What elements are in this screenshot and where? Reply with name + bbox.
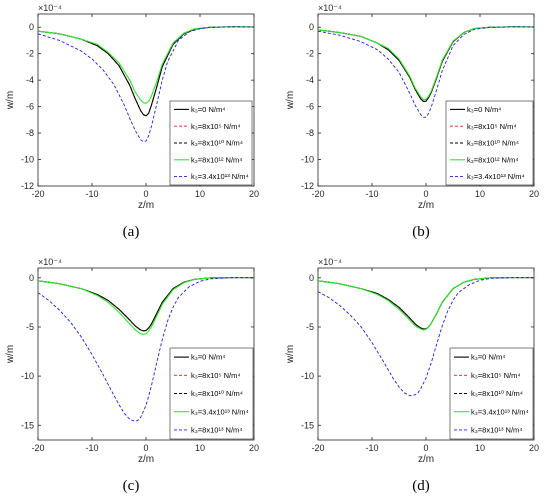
legend-entry: k₃=8x10¹² N/m⁴ xyxy=(191,155,243,164)
x-tick-label: 10 xyxy=(475,443,485,453)
chart-panel-1: -20 -10 0 10 20-12-10-8-6-4-20z/mw/m×10⁻⁴k₃=… xyxy=(5,3,259,240)
y-tick-label: -15 xyxy=(21,420,34,430)
panel-label: (b) xyxy=(412,224,430,240)
y-axis-multiplier: ×10⁻⁴ xyxy=(318,3,342,13)
y-tick-label: -2 xyxy=(306,49,314,59)
legend-entry: k₃=8x10¹⁰ N/m⁴ xyxy=(191,389,243,398)
y-tick-label: -6 xyxy=(306,102,314,112)
x-tick-label: 0 xyxy=(423,189,428,199)
y-tick-label: 0 xyxy=(309,273,314,283)
y-axis-multiplier: ×10⁻⁴ xyxy=(38,3,62,13)
x-tick-label: -20 xyxy=(31,189,44,199)
y-axis-label: w/m xyxy=(5,345,16,364)
legend-entry: k₃=8x10¹⁰ N/m⁴ xyxy=(467,139,519,148)
series-line-4 xyxy=(318,276,534,331)
legend-box xyxy=(169,347,254,440)
x-tick-label: -10 xyxy=(85,189,98,199)
legend-entry: k₃=0 N/m⁴ xyxy=(191,105,225,114)
y-tick-label: -5 xyxy=(306,322,314,332)
legend-entry: k₃=3.4x10¹³ N/m⁴ xyxy=(191,407,249,416)
series-line-4 xyxy=(318,26,534,100)
panel-label: (d) xyxy=(412,478,430,494)
series-line-4 xyxy=(38,276,254,335)
chart-panel-2: -20 -10 0 10 20-12-10-8-6-4-20z/mw/m×10⁻⁴k₃=… xyxy=(285,3,539,240)
legend-entry: k₃=8x10⁵ N/m⁴ xyxy=(191,122,241,131)
legend-entry: k₃=8x10⁵ N/m⁴ xyxy=(467,122,517,131)
x-axis-label: z/m xyxy=(138,454,154,465)
x-tick-label: -20 xyxy=(311,443,324,453)
x-tick-label: 20 xyxy=(529,443,539,453)
y-tick-label: -12 xyxy=(301,181,314,191)
y-axis-multiplier: ×10⁻⁴ xyxy=(38,257,62,267)
legend-entry: k₃=0 N/m⁴ xyxy=(471,353,505,362)
series-line-4 xyxy=(38,26,254,104)
legend-entry: k₃=3.4x10¹³ N/m⁴ xyxy=(471,407,529,416)
series-line-5 xyxy=(38,277,254,422)
legend-entry: k₃=8x10⁵ N/m⁴ xyxy=(471,371,521,380)
x-tick-label: -20 xyxy=(31,443,44,453)
x-tick-label: -10 xyxy=(365,443,378,453)
x-tick-label: 10 xyxy=(195,189,205,199)
x-tick-label: 10 xyxy=(195,443,205,453)
y-tick-label: -8 xyxy=(306,128,314,138)
legend-entry: k₃=8x10¹⁰ N/m⁴ xyxy=(471,389,523,398)
x-tick-label: 20 xyxy=(529,189,539,199)
y-tick-label: 0 xyxy=(29,22,34,32)
x-tick-label: -10 xyxy=(85,443,98,453)
y-axis-label: w/m xyxy=(5,91,16,110)
y-axis-label: w/m xyxy=(285,345,296,364)
series-line-5 xyxy=(318,277,534,397)
y-tick-label: -6 xyxy=(26,102,34,112)
x-tick-label: 20 xyxy=(249,443,259,453)
legend-entry: k₃=0 N/m⁴ xyxy=(191,353,225,362)
legend-entry: k₃=8x10¹⁰ N/m⁴ xyxy=(191,139,243,148)
x-tick-label: -10 xyxy=(365,189,378,199)
x-axis-label: z/m xyxy=(418,200,434,211)
legend-entry: k₃=8x10⁵ N/m⁴ xyxy=(191,371,241,380)
chart-panel-3: -20 -10 0 10 20-15-10-50z/mw/m×10⁻⁴k₃=0 N/m⁴… xyxy=(5,257,259,494)
y-tick-label: -8 xyxy=(26,128,34,138)
panel-label: (c) xyxy=(123,478,140,494)
y-tick-label: -2 xyxy=(26,49,34,59)
y-tick-label: -12 xyxy=(21,181,34,191)
y-axis-multiplier: ×10⁻⁴ xyxy=(318,257,342,267)
legend-entry: k₃=8x10¹³ N/m⁴ xyxy=(471,426,523,435)
x-axis-label: z/m xyxy=(418,454,434,465)
y-tick-label: -10 xyxy=(301,155,314,165)
legend-box xyxy=(169,100,253,186)
series-line-5 xyxy=(38,26,254,143)
y-tick-label: -4 xyxy=(306,75,314,85)
legend-entry: k₃=0 N/m⁴ xyxy=(467,105,501,114)
y-tick-label: 0 xyxy=(29,273,34,283)
y-tick-label: 0 xyxy=(309,22,314,32)
legend-entry: k₃=8x10¹³ N/m⁴ xyxy=(191,426,243,435)
chart-panel-4: -20 -10 0 10 20-15-10-50z/mw/m×10⁻⁴k₃=0 N/m⁴… xyxy=(285,257,539,494)
y-tick-label: -5 xyxy=(26,322,34,332)
y-tick-label: -10 xyxy=(21,371,34,381)
legend-box xyxy=(449,347,534,440)
x-tick-label: -20 xyxy=(311,189,324,199)
series-line-5 xyxy=(318,26,534,118)
series-line-3 xyxy=(38,26,254,117)
legend-entry: k₃=8x10¹² N/m⁴ xyxy=(467,155,519,164)
y-tick-label: -10 xyxy=(301,371,314,381)
x-tick-label: 0 xyxy=(143,189,148,199)
x-tick-label: 0 xyxy=(143,443,148,453)
panel-label: (a) xyxy=(123,224,140,240)
x-tick-label: 0 xyxy=(423,443,428,453)
legend-entry: k₃=3.4x10¹³ N/m⁴ xyxy=(191,172,249,181)
legend-entry: k₃=3.4x10¹³ N/m⁴ xyxy=(467,172,525,181)
x-tick-label: 20 xyxy=(249,189,259,199)
y-tick-label: -10 xyxy=(21,155,34,165)
y-axis-label: w/m xyxy=(285,91,296,110)
y-tick-label: -4 xyxy=(26,75,34,85)
y-tick-label: -15 xyxy=(301,420,314,430)
x-tick-label: 10 xyxy=(475,189,485,199)
series-line-3 xyxy=(38,277,254,332)
x-axis-label: z/m xyxy=(138,200,154,211)
